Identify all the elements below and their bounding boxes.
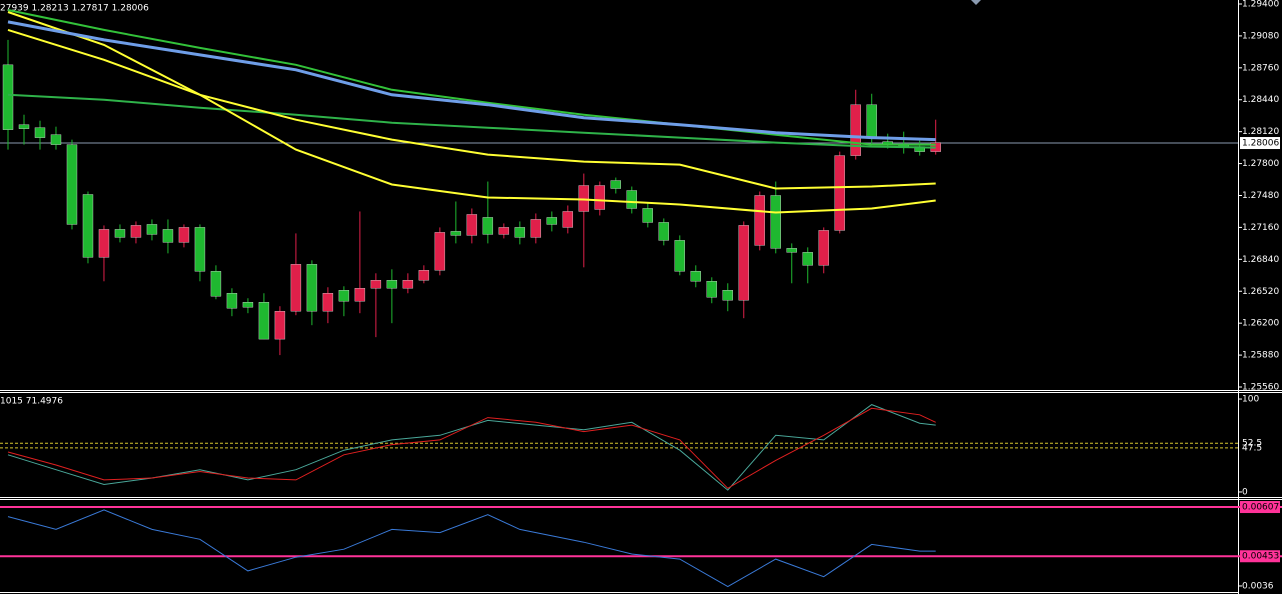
level-label-box <box>1240 501 1280 514</box>
last-price-box <box>1240 137 1280 150</box>
candle-body <box>562 211 574 228</box>
candle-body <box>834 155 845 231</box>
candle-body <box>18 124 30 129</box>
candle-body <box>786 248 797 253</box>
candle-body <box>34 127 46 138</box>
candle-body <box>178 227 190 243</box>
y-tick-label: 1.27480 <box>1242 191 1279 201</box>
candle-body <box>306 264 318 312</box>
candle-body <box>546 217 558 225</box>
candle-body <box>818 230 829 266</box>
candle-body <box>322 293 334 312</box>
candle-body <box>194 227 206 272</box>
candle-body <box>130 225 142 238</box>
y-tick-label: 1.26840 <box>1242 255 1279 265</box>
candle-body <box>146 224 158 235</box>
candle-body <box>802 252 813 266</box>
candle-body <box>402 280 414 289</box>
marker <box>971 0 981 5</box>
candle-body <box>658 222 669 241</box>
candle-body <box>754 195 765 246</box>
candle-body <box>338 290 350 302</box>
candle-body <box>370 280 382 289</box>
y-tick-label: 1.27800 <box>1242 159 1279 169</box>
candle-body <box>82 194 94 258</box>
y-tick-label: 1.29400 <box>1242 0 1279 9</box>
indicator-line <box>7 11 936 214</box>
candle-body <box>530 219 542 238</box>
y-tick-label: 1.25880 <box>1242 351 1279 361</box>
level-label: 0.00607 <box>1242 503 1279 513</box>
y-tick-label: 0 <box>1242 487 1248 497</box>
candle-body <box>482 217 494 235</box>
candle-body <box>610 180 622 189</box>
candle-body <box>850 104 861 156</box>
candle-body <box>498 227 510 235</box>
candle-body <box>514 227 526 238</box>
y-tick-label: 1.25560 <box>1242 383 1279 393</box>
y-tick-label: 1.26200 <box>1242 319 1279 329</box>
candle-body <box>674 240 685 272</box>
candle-body <box>386 280 398 289</box>
candle-body <box>466 214 478 236</box>
last-price-label: 1.28006 <box>1242 139 1279 149</box>
level-label-box <box>1240 550 1280 563</box>
level-label: 47.5 <box>1242 443 1262 453</box>
y-tick-label: 1.28120 <box>1242 127 1279 137</box>
candle-body <box>450 231 462 236</box>
y-tick-label: 1.27160 <box>1242 223 1279 233</box>
indicator-line <box>7 404 936 491</box>
indicator-line <box>7 509 936 588</box>
indicator-line <box>7 28 936 190</box>
candle-body <box>354 288 366 302</box>
indicator-line <box>7 20 936 142</box>
candle-body <box>690 271 701 282</box>
y-tick-label: 1.26520 <box>1242 287 1279 297</box>
candle-body <box>722 290 733 301</box>
level-label: 52.5 <box>1242 439 1262 449</box>
candle-body <box>594 185 606 210</box>
candle-body <box>770 195 781 249</box>
y-tick-label: 1.28760 <box>1242 63 1279 73</box>
candle-body <box>434 232 446 271</box>
candle-body <box>226 293 238 309</box>
level-label: 0.00453 <box>1242 552 1279 562</box>
candle-body <box>98 229 110 258</box>
candle-body <box>50 134 62 145</box>
y-tick-label: 100 <box>1242 395 1259 405</box>
candle-body <box>738 225 749 301</box>
y-tick-label: 1.29080 <box>1242 31 1279 41</box>
candle-body <box>258 302 270 340</box>
indicator-line <box>7 9 936 146</box>
y-tick-label: 1.28440 <box>1242 95 1279 105</box>
candle-body <box>866 104 877 138</box>
header: 27939 1.28213 1.27817 1.28006 <box>0 4 149 14</box>
candle-body <box>114 229 126 238</box>
candle-body <box>706 281 717 298</box>
candle-body <box>66 144 78 225</box>
candle-body <box>626 190 637 209</box>
candle-body <box>642 208 653 223</box>
candle-body <box>242 302 254 308</box>
candle-body <box>210 271 222 297</box>
candle-body <box>162 229 174 243</box>
candle-body <box>418 270 430 281</box>
candle-body <box>2 64 14 130</box>
header: 1015 71.4976 <box>0 397 63 407</box>
candle-body <box>274 311 286 340</box>
indicator-line <box>7 93 936 149</box>
candle-body <box>290 264 302 312</box>
indicator-line <box>7 407 936 489</box>
y-tick-label: 0.0036 <box>1242 581 1274 591</box>
